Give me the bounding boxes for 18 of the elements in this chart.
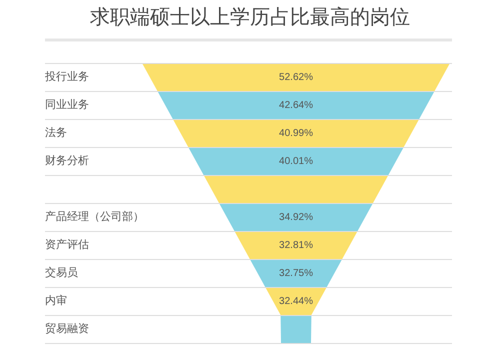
category-label: 贸易融资 — [45, 322, 89, 336]
category-label: 内审 — [45, 294, 67, 308]
text: 求职端硕士以上学历占比最高的岗位 — [90, 6, 410, 29]
data-label: 34.92% — [279, 212, 314, 223]
data-label: 32.75% — [279, 268, 314, 279]
category-label: 产品经理（公司部） — [45, 210, 144, 224]
data-label: 42.64% — [279, 100, 314, 111]
data-label: 32.44% — [279, 296, 314, 307]
data-label: 52.62% — [279, 72, 314, 83]
category-label: 资产评估 — [45, 238, 89, 252]
data-label: 40.01% — [279, 156, 314, 167]
category-label: 交易员 — [45, 266, 78, 280]
data-label: 40.99% — [279, 128, 314, 139]
category-label: 财务分析 — [45, 154, 89, 168]
category-label: 法务 — [45, 126, 67, 140]
category-label: 投行业务 — [44, 70, 89, 84]
data-label: 32.81% — [279, 240, 314, 251]
category-label: 同业业务 — [45, 98, 89, 112]
